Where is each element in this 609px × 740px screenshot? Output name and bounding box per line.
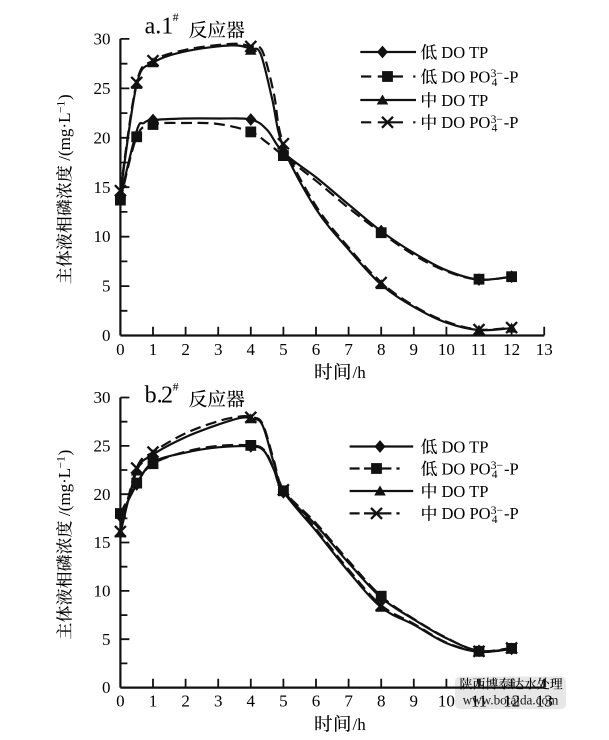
svg-text:3: 3 bbox=[214, 692, 223, 711]
svg-text:12: 12 bbox=[503, 692, 520, 711]
svg-text:9: 9 bbox=[410, 692, 419, 711]
svg-text:): ) bbox=[55, 94, 74, 100]
svg-text:15: 15 bbox=[94, 178, 111, 197]
svg-text:-P: -P bbox=[504, 504, 519, 523]
svg-text:2: 2 bbox=[161, 383, 173, 409]
svg-text:): ) bbox=[55, 450, 74, 456]
svg-text:-P: -P bbox=[504, 67, 519, 86]
svg-text:DO PO: DO PO bbox=[442, 459, 491, 478]
svg-text:/h: /h bbox=[353, 715, 367, 734]
svg-text:8: 8 bbox=[377, 340, 386, 359]
svg-text:6: 6 bbox=[312, 692, 321, 711]
svg-text:5: 5 bbox=[279, 692, 288, 711]
svg-text:1: 1 bbox=[161, 14, 173, 40]
svg-text:DO TP: DO TP bbox=[441, 43, 488, 62]
svg-text:10: 10 bbox=[438, 692, 455, 711]
svg-text:−1: −1 bbox=[55, 456, 67, 468]
svg-text:#: # bbox=[173, 10, 179, 24]
svg-text:6: 6 bbox=[312, 340, 321, 359]
svg-text:/h: /h bbox=[353, 363, 367, 382]
svg-text:b.: b. bbox=[145, 383, 163, 409]
svg-text:12: 12 bbox=[503, 340, 520, 359]
svg-text:4: 4 bbox=[492, 469, 498, 481]
svg-text:9: 9 bbox=[410, 340, 419, 359]
svg-text:-P: -P bbox=[504, 459, 519, 478]
svg-text:10: 10 bbox=[438, 340, 455, 359]
svg-text:25: 25 bbox=[94, 79, 111, 98]
svg-text:/(mg·L: /(mg·L bbox=[55, 468, 74, 516]
svg-text:−1: −1 bbox=[55, 101, 67, 113]
svg-text:3−: 3− bbox=[491, 114, 503, 126]
svg-text:8: 8 bbox=[377, 692, 386, 711]
svg-text:5: 5 bbox=[102, 630, 111, 649]
svg-text:4: 4 bbox=[492, 77, 498, 89]
svg-text:DO TP: DO TP bbox=[442, 482, 489, 501]
svg-text:7: 7 bbox=[344, 692, 353, 711]
svg-text:0: 0 bbox=[116, 692, 125, 711]
svg-text:3: 3 bbox=[214, 340, 223, 359]
svg-text:4: 4 bbox=[247, 692, 256, 711]
svg-text:20: 20 bbox=[94, 128, 111, 147]
svg-text:-P: -P bbox=[504, 113, 519, 132]
svg-text:13: 13 bbox=[536, 340, 553, 359]
svg-text:15: 15 bbox=[94, 533, 111, 552]
svg-text:5: 5 bbox=[102, 277, 111, 296]
svg-text:30: 30 bbox=[94, 388, 111, 407]
svg-text:10: 10 bbox=[94, 227, 111, 246]
svg-text:DO PO: DO PO bbox=[441, 67, 490, 86]
svg-text:0: 0 bbox=[102, 326, 111, 345]
svg-text:10: 10 bbox=[94, 582, 111, 601]
svg-text:/(mg·L: /(mg·L bbox=[55, 113, 74, 161]
svg-text:DO PO: DO PO bbox=[442, 504, 491, 523]
svg-text:DO PO: DO PO bbox=[441, 113, 490, 132]
svg-text:0: 0 bbox=[102, 678, 111, 697]
svg-text:20: 20 bbox=[94, 485, 111, 504]
svg-text:5: 5 bbox=[279, 340, 288, 359]
svg-text:4: 4 bbox=[492, 123, 498, 135]
svg-text:1: 1 bbox=[149, 340, 158, 359]
svg-text:3−: 3− bbox=[491, 68, 503, 80]
svg-text:3−: 3− bbox=[491, 460, 503, 472]
svg-text:www.botaida.com: www.botaida.com bbox=[463, 692, 560, 707]
svg-text:13: 13 bbox=[536, 692, 553, 711]
svg-text:2: 2 bbox=[181, 340, 190, 359]
svg-text:0: 0 bbox=[116, 340, 125, 359]
svg-text:a.: a. bbox=[145, 14, 162, 40]
svg-text:7: 7 bbox=[344, 340, 353, 359]
svg-text:11: 11 bbox=[471, 692, 487, 711]
svg-text:3−: 3− bbox=[491, 505, 503, 517]
svg-text:DO TP: DO TP bbox=[442, 437, 489, 456]
svg-text:DO TP: DO TP bbox=[441, 91, 488, 110]
svg-text:25: 25 bbox=[94, 437, 111, 456]
svg-text:11: 11 bbox=[471, 340, 487, 359]
svg-text:30: 30 bbox=[94, 30, 111, 49]
svg-text:4: 4 bbox=[247, 340, 256, 359]
svg-text:2: 2 bbox=[181, 692, 190, 711]
svg-text:#: # bbox=[173, 379, 179, 393]
svg-text:4: 4 bbox=[492, 514, 498, 526]
svg-text:1: 1 bbox=[149, 692, 158, 711]
